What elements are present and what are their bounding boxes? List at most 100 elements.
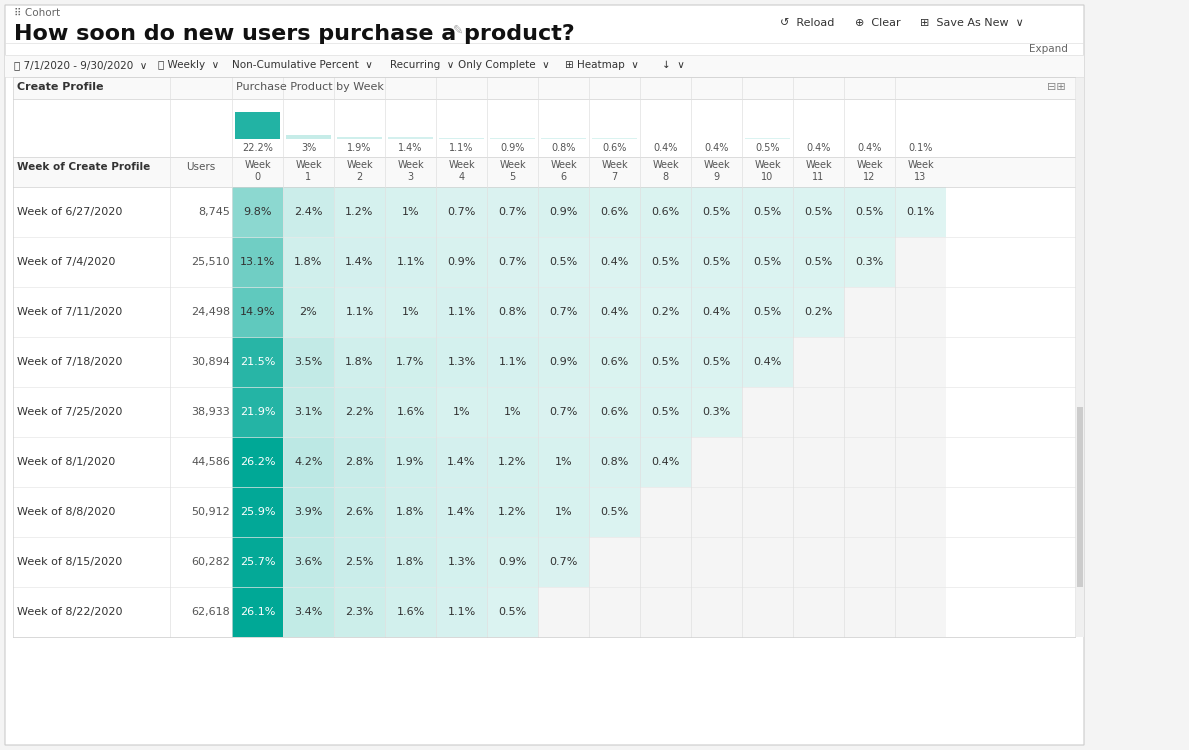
Text: 0.5%: 0.5% (652, 257, 680, 267)
Bar (334, 187, 385, 237)
Bar (589, 487, 640, 537)
Text: 📅 Weekly  ∨: 📅 Weekly ∨ (158, 60, 219, 70)
Text: ⊞ Heatmap  ∨: ⊞ Heatmap ∨ (565, 60, 638, 70)
Bar (640, 387, 691, 437)
Text: 0.6%: 0.6% (600, 207, 629, 217)
Text: 0.9%: 0.9% (549, 357, 578, 367)
Text: 1.3%: 1.3% (447, 557, 476, 567)
Text: ✎: ✎ (453, 24, 464, 37)
Bar (13, 99, 1075, 157)
Text: 0.5%: 0.5% (600, 507, 629, 517)
Text: 1%: 1% (402, 207, 420, 217)
Text: Week of 7/18/2020: Week of 7/18/2020 (17, 357, 122, 367)
Text: 0.9%: 0.9% (498, 557, 527, 567)
Bar (5, 55, 1084, 77)
Bar (334, 387, 385, 437)
Bar (589, 437, 640, 487)
Text: 1.1%: 1.1% (449, 143, 473, 153)
Text: 0.6%: 0.6% (600, 357, 629, 367)
Bar (283, 587, 334, 637)
Text: 0.8%: 0.8% (600, 457, 629, 467)
Text: 0.6%: 0.6% (600, 407, 629, 417)
Text: 3.9%: 3.9% (295, 507, 322, 517)
Bar (742, 437, 793, 487)
Bar (895, 437, 946, 487)
Text: Week
4: Week 4 (448, 160, 474, 182)
Bar (691, 237, 742, 287)
Bar (793, 187, 844, 237)
Text: 1.8%: 1.8% (295, 257, 322, 267)
Bar (640, 587, 691, 637)
Bar (793, 587, 844, 637)
Bar (537, 387, 589, 437)
Text: Week
0: Week 0 (244, 160, 271, 182)
Bar (13, 437, 1075, 487)
Text: 0.5%: 0.5% (805, 207, 832, 217)
Text: 0.1%: 0.1% (906, 207, 935, 217)
Bar (487, 387, 537, 437)
Bar (640, 287, 691, 337)
Bar (589, 237, 640, 287)
Text: 2.3%: 2.3% (345, 607, 373, 617)
Text: 1.1%: 1.1% (447, 307, 476, 317)
Bar (13, 77, 1075, 99)
Text: 1.7%: 1.7% (396, 357, 424, 367)
Bar (487, 487, 537, 537)
Bar (691, 287, 742, 337)
Bar (385, 337, 436, 387)
Bar (283, 487, 334, 537)
Text: 3.4%: 3.4% (295, 607, 322, 617)
Text: 4.2%: 4.2% (294, 457, 322, 467)
Text: 0.5%: 0.5% (549, 257, 578, 267)
Text: ↺  Reload: ↺ Reload (780, 18, 835, 28)
Text: 0.7%: 0.7% (549, 307, 578, 317)
Bar (895, 237, 946, 287)
Bar (283, 387, 334, 437)
Bar (336, 136, 382, 139)
Bar (283, 187, 334, 237)
Text: 0.9%: 0.9% (447, 257, 476, 267)
Bar (232, 237, 283, 287)
Text: 1%: 1% (504, 407, 521, 417)
Text: 2.6%: 2.6% (345, 507, 373, 517)
Text: Week
6: Week 6 (551, 160, 577, 182)
Text: Week of 8/22/2020: Week of 8/22/2020 (17, 607, 122, 617)
Bar (385, 187, 436, 237)
Bar (742, 387, 793, 437)
Bar (844, 587, 895, 637)
Bar (439, 138, 484, 139)
Bar (537, 237, 589, 287)
Bar (742, 287, 793, 337)
Text: 3%: 3% (301, 143, 316, 153)
Text: 0.8%: 0.8% (498, 307, 527, 317)
Text: 26.2%: 26.2% (240, 457, 275, 467)
Text: 3.5%: 3.5% (295, 357, 322, 367)
Text: 0.2%: 0.2% (804, 307, 832, 317)
Bar (537, 437, 589, 487)
Text: 0.4%: 0.4% (600, 307, 629, 317)
Bar (589, 587, 640, 637)
Text: Week
12: Week 12 (856, 160, 882, 182)
Bar (232, 587, 283, 637)
Bar (895, 187, 946, 237)
Bar (844, 387, 895, 437)
Text: 25.7%: 25.7% (240, 557, 275, 567)
Bar (487, 287, 537, 337)
Text: 0.7%: 0.7% (498, 257, 527, 267)
Bar (541, 138, 586, 139)
Text: 1.8%: 1.8% (396, 557, 424, 567)
Text: Week of 7/25/2020: Week of 7/25/2020 (17, 407, 122, 417)
Text: 3.1%: 3.1% (295, 407, 322, 417)
Text: Week
13: Week 13 (907, 160, 933, 182)
Text: How soon do new users purchase a product?: How soon do new users purchase a product… (14, 24, 574, 44)
Text: 1%: 1% (555, 507, 572, 517)
Bar (537, 587, 589, 637)
Bar (640, 437, 691, 487)
Bar (487, 187, 537, 237)
Bar (742, 237, 793, 287)
Text: Week
7: Week 7 (602, 160, 628, 182)
Bar (13, 337, 1075, 387)
Text: 38,933: 38,933 (191, 407, 229, 417)
Text: 0.3%: 0.3% (703, 407, 730, 417)
Bar (487, 537, 537, 587)
